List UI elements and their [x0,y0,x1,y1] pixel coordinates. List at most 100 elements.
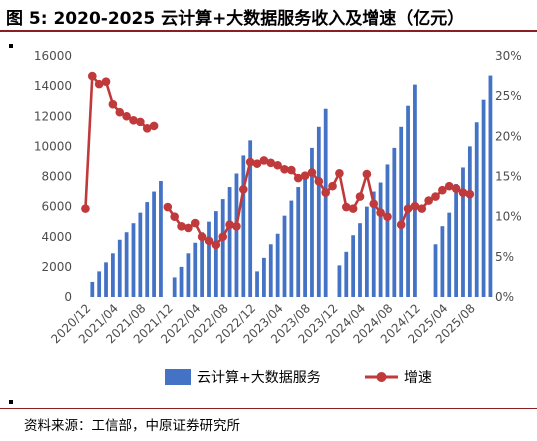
growth-point [149,121,159,131]
legend-swatch-bar [165,369,191,385]
y-left-tick-label: 10000 [34,139,72,153]
bar [220,199,225,297]
y-right-tick-label: 25% [495,89,522,103]
growth-point [163,202,173,212]
bar [303,171,307,297]
bar [138,212,143,297]
bar [200,232,205,297]
bar [193,242,198,297]
bar [433,244,438,297]
growth-point [142,124,152,133]
growth-point [438,185,447,195]
growth-point [417,204,427,213]
bar [440,226,445,297]
bar [447,212,452,297]
growth-point [129,115,138,125]
bar [111,253,115,297]
bar [282,215,287,297]
bar [461,167,465,297]
x-axis: 2020/122021/042021/082021/122022/042022/… [48,301,478,346]
growth-point [184,223,193,233]
y-right-tick-label: 30% [495,49,522,63]
bar [262,257,266,297]
y-right-tick-label: 15% [495,170,522,184]
bar [172,277,177,297]
bar [474,122,479,298]
growth-point [465,189,475,199]
bar [213,211,218,297]
legend-label-bar: 云计算+大数据服务 [197,370,321,386]
growth-point [115,107,125,117]
y-right-tick-label: 20% [495,129,522,143]
growth-point [87,71,97,81]
growth-point [266,158,276,168]
combo-chart: 0 2000 4000 6000 8000 10000 12000 14000 16000 0%… [34,49,522,386]
growth-point [252,159,262,168]
legend: 云计算+大数据服务 增速 [165,369,432,386]
growth-point [81,204,90,213]
bar [248,140,253,297]
bar [131,223,136,297]
bar [227,187,232,297]
bar [385,164,390,297]
bar [413,84,417,298]
bar [310,147,314,297]
growth-point [197,232,207,242]
growth-point [314,177,324,186]
y-left-tick-label: 4000 [41,230,72,244]
growth-point [94,79,104,89]
growth-point [300,171,310,180]
growth-point [444,181,454,191]
growth-point [396,220,406,229]
y-left-tick-label: 12000 [34,109,72,123]
bar [378,182,383,297]
growth-point [211,240,221,250]
bar [351,235,356,297]
marker-dot [9,44,13,48]
growth-point [122,111,131,121]
y-right-axis: 0% 5% 10% 15% 20% 25% 30% [495,49,522,304]
bar [255,271,259,297]
bar [454,184,458,297]
growth-point [369,199,379,209]
bar [97,271,102,297]
y-left-tick-label: 8000 [41,170,72,184]
bar [207,221,211,297]
bar [358,223,362,297]
growth-point [335,168,344,178]
bar [152,191,156,297]
bar [392,147,397,297]
growth-point [259,156,269,165]
growth-point [108,99,118,109]
bar [488,75,493,297]
y-left-axis: 0 2000 4000 6000 8000 10000 12000 14000 16000 [34,49,72,304]
growth-point [204,236,214,246]
bar [467,146,472,297]
bar-series [90,75,493,298]
growth-point [341,202,351,212]
legend-swatch-marker [376,372,387,382]
bar [186,253,191,297]
legend-label-line: 增速 [404,370,432,386]
growth-point [424,196,433,205]
bar [364,206,369,297]
line-series [81,71,475,250]
growth-point [190,218,200,228]
top-rule [0,30,537,32]
marker-dot [9,400,13,404]
growth-point [410,201,420,211]
source-note: 资料来源：工信部，中原证券研究所 [24,418,240,434]
bar [296,187,301,297]
bar [234,173,239,297]
growth-line-segment [84,72,155,209]
growth-point [328,181,337,191]
y-left-tick-label: 16000 [34,49,72,63]
growth-point [348,204,358,213]
bar [323,108,328,297]
bar [344,251,349,297]
bar [179,266,184,297]
bar [268,244,273,297]
growth-point [273,160,282,170]
growth-point [321,188,330,197]
y-right-tick-label: 5% [495,250,514,264]
